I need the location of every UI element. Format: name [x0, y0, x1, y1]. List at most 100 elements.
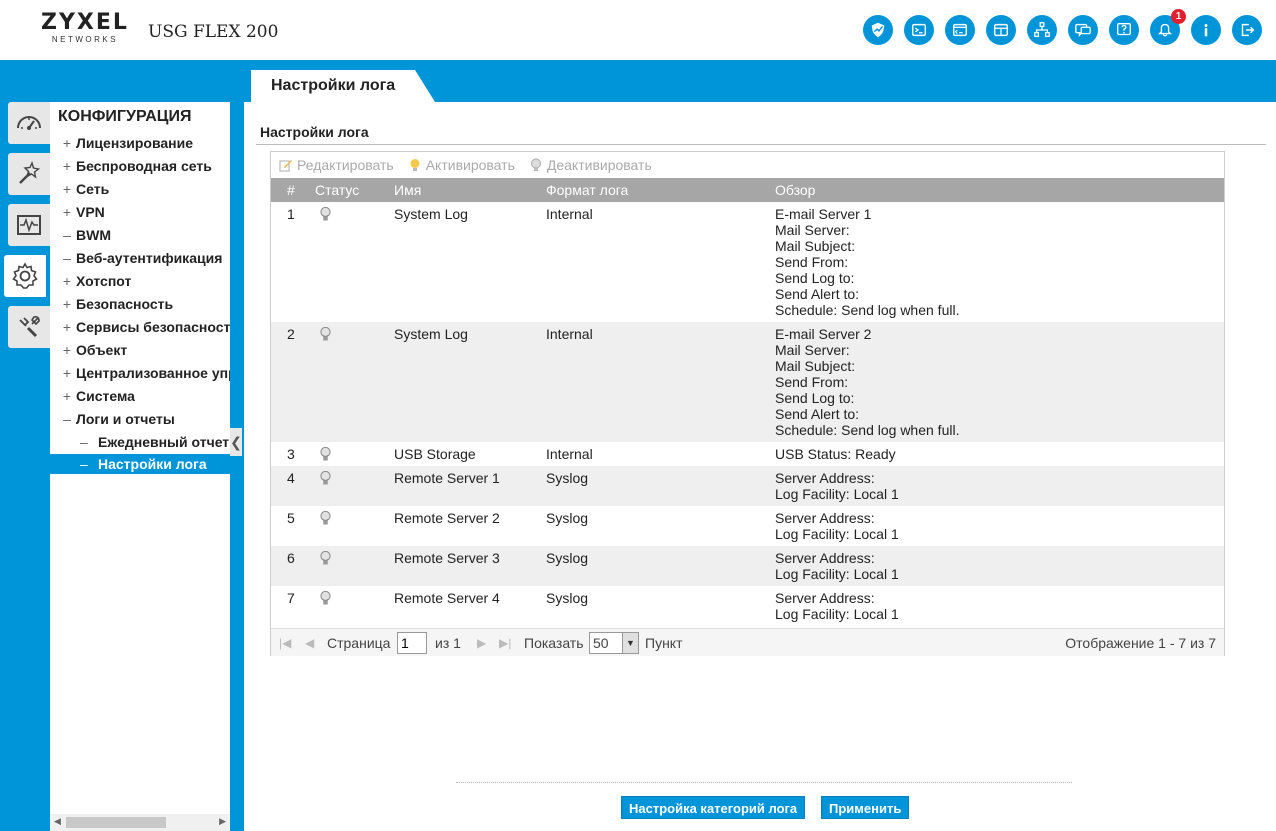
shield-icon[interactable] — [863, 15, 893, 45]
configuration-gear-icon[interactable] — [4, 255, 46, 297]
scrollbar-thumb[interactable] — [66, 817, 166, 828]
info-icon[interactable] — [1191, 15, 1221, 45]
overview-line: Mail Server: — [775, 222, 850, 238]
column-header-format[interactable]: Формат лога — [546, 182, 629, 198]
row-overview: E-mail Server 1 Mail Server: Mail Subject:… — [775, 206, 959, 318]
expand-icon[interactable]: + — [62, 365, 72, 381]
table-row[interactable]: 7 Remote Server 4 Syslog Server Address: Log… — [271, 586, 1224, 626]
network-map-icon[interactable] — [1027, 15, 1057, 45]
page-number-input[interactable] — [397, 632, 427, 654]
expand-icon[interactable]: + — [62, 296, 72, 312]
page-size-select[interactable]: 50 ▼ — [589, 632, 639, 654]
expand-icon[interactable]: + — [62, 319, 72, 335]
overview-line: Server Address: — [775, 470, 875, 486]
console-icon[interactable] — [904, 15, 934, 45]
monitor-icon[interactable] — [8, 204, 50, 246]
overview-line: E-mail Server 1 — [775, 206, 872, 222]
expand-icon[interactable]: + — [62, 273, 72, 289]
scroll-left-icon[interactable]: ◀ — [54, 816, 61, 826]
row-name: Remote Server 1 — [394, 470, 500, 486]
sidebar-item-security-services[interactable]: + Сервисы безопасности — [58, 317, 230, 337]
sidebar-item-wireless[interactable]: + Беспроводная сеть — [58, 156, 212, 176]
row-overview: Server Address: Log Facility: Local 1 — [775, 510, 899, 542]
cli-icon[interactable] — [945, 15, 975, 45]
sidebar-item-system[interactable]: + Система — [58, 386, 135, 406]
collapse-icon[interactable]: – — [63, 411, 71, 427]
table-row[interactable]: 6 Remote Server 3 Syslog Server Address: Log… — [271, 546, 1224, 586]
dashboard-icon[interactable] — [8, 102, 50, 144]
expand-icon[interactable]: + — [62, 181, 72, 197]
sidebar-item-bwm[interactable]: – BWM — [58, 225, 111, 245]
table-row[interactable]: 4 Remote Server 1 Syslog Server Address: Log… — [271, 466, 1224, 506]
notification-icon[interactable]: 1 — [1150, 9, 1186, 45]
next-page-icon[interactable]: ▶ — [477, 636, 487, 650]
last-page-icon[interactable]: ▶| — [499, 636, 512, 650]
table-row[interactable]: 2 System Log Internal E-mail Server 2 Mail S… — [271, 322, 1224, 442]
bulb-on-icon — [410, 159, 420, 171]
tab-log-settings[interactable]: Настройки лога — [251, 70, 436, 102]
sidebar-collapse-chevron-icon[interactable]: ❮ — [230, 428, 242, 456]
sidebar-item-daily-report[interactable]: – Ежедневный отчет — [80, 432, 229, 452]
row-name: System Log — [394, 206, 468, 222]
help-icon[interactable] — [1109, 15, 1139, 45]
first-page-icon[interactable]: |◀ — [279, 636, 292, 650]
wizard-icon[interactable] — [8, 153, 50, 195]
sidebar-item-central-management[interactable]: +Централизованное управление — [58, 363, 230, 383]
log-category-settings-button[interactable]: Настройка категорий лога — [621, 796, 806, 819]
sidebar-item-security[interactable]: + Безопасность — [58, 294, 173, 314]
status-bulb-icon — [319, 206, 332, 226]
notification-badge: 1 — [1171, 9, 1186, 24]
sidebar-item-network[interactable]: + Сеть — [58, 179, 109, 199]
expand-icon[interactable]: + — [62, 204, 72, 220]
sidebar-item-log-settings[interactable]: – Настройки лога — [50, 454, 230, 474]
sidebar-item-label: VPN — [76, 204, 105, 220]
column-header-overview[interactable]: Обзор — [775, 182, 816, 198]
table-toolbar: Редактировать Активировать Деактивироват… — [271, 152, 1224, 178]
chat-icon[interactable] — [1068, 15, 1098, 45]
logout-icon[interactable] — [1232, 15, 1262, 45]
deactivate-button[interactable]: Деактивировать — [529, 157, 652, 173]
sidebar-item-object[interactable]: + Объект — [58, 340, 127, 360]
sidebar-item-label: Централизованное управление — [76, 365, 230, 381]
row-name: Remote Server 3 — [394, 550, 500, 566]
sidebar-item-vpn[interactable]: + VPN — [58, 202, 105, 222]
row-number: 1 — [287, 206, 295, 222]
expand-icon[interactable]: + — [62, 388, 72, 404]
prev-page-icon[interactable]: ◀ — [305, 636, 315, 650]
leaf-dash-icon: – — [63, 227, 71, 243]
zyxel-logo[interactable]: ZYXEL NETWORKS — [40, 11, 130, 45]
column-header-status[interactable]: Статус — [315, 182, 360, 198]
maintenance-icon[interactable] — [8, 306, 50, 348]
table-row[interactable]: 3 USB Storage Internal USB Status: Ready — [271, 442, 1224, 466]
expand-icon[interactable]: + — [62, 158, 72, 174]
expand-icon[interactable]: + — [62, 342, 72, 358]
leaf-dash-icon: – — [80, 434, 88, 450]
sidebar-scrollbar[interactable]: ◀ ▶ — [50, 814, 230, 831]
overview-line: Mail Subject: — [775, 238, 856, 254]
row-overview: Server Address: Log Facility: Local 1 — [775, 590, 899, 622]
apply-button[interactable]: Применить — [821, 796, 910, 819]
row-overview: Server Address: Log Facility: Local 1 — [775, 550, 899, 582]
scroll-right-icon[interactable]: ▶ — [219, 816, 226, 826]
table-row[interactable]: 5 Remote Server 2 Syslog Server Address: Log… — [271, 506, 1224, 546]
table-row[interactable]: 1 System Log Internal E-mail Server 1 Mail S… — [271, 202, 1224, 322]
edit-button[interactable]: Редактировать — [279, 157, 394, 173]
divider — [256, 144, 1266, 145]
column-header-name[interactable]: Имя — [394, 182, 422, 198]
sidebar-item-web-auth[interactable]: – Веб-аутентификация — [58, 248, 222, 268]
edit-icon — [279, 160, 292, 172]
sidebar-item-licensing[interactable]: + Лицензирование — [58, 133, 193, 153]
expand-icon[interactable]: + — [62, 135, 72, 151]
status-bulb-icon — [319, 510, 332, 530]
column-header-number[interactable]: # — [287, 182, 295, 198]
bulb-off-icon — [530, 158, 541, 171]
sidebar-item-logs-reports[interactable]: – Логи и отчеты — [58, 409, 175, 429]
overview-line: Send Alert to: — [775, 286, 860, 302]
sidebar-item-hotspot[interactable]: + Хотспот — [58, 271, 131, 291]
overview-line: Mail Subject: — [775, 358, 856, 374]
row-log-format: Internal — [546, 446, 593, 462]
window-icon[interactable] — [986, 15, 1016, 45]
overview-line: Send Log to: — [775, 390, 855, 406]
chevron-down-icon[interactable]: ▼ — [622, 633, 638, 653]
activate-button[interactable]: Активировать — [408, 157, 515, 173]
